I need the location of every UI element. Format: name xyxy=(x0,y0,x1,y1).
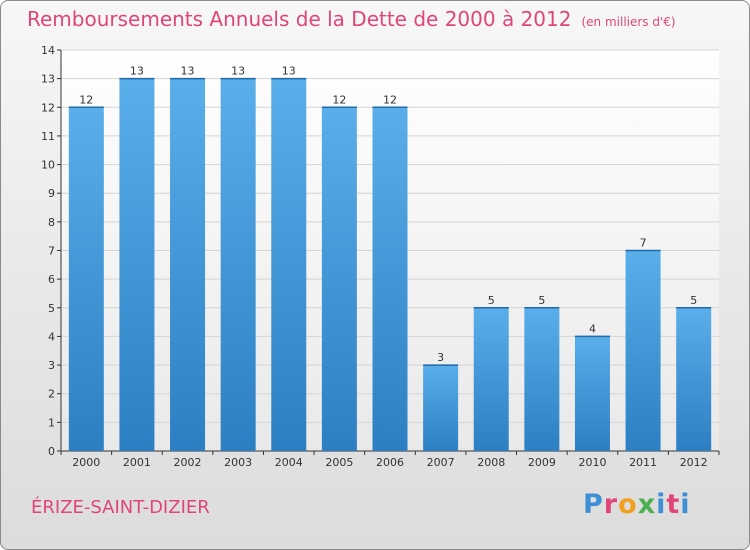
bar xyxy=(271,78,307,452)
bar xyxy=(574,336,610,451)
x-tick-label: 2010 xyxy=(578,456,606,469)
y-tick-label: 1 xyxy=(48,416,55,429)
y-tick-label: 4 xyxy=(48,330,55,343)
x-tick-label: 2005 xyxy=(325,456,353,469)
x-tick-label: 2006 xyxy=(376,456,404,469)
y-tick-label: 5 xyxy=(48,302,55,315)
bar xyxy=(473,307,509,451)
logo-letter: t xyxy=(666,489,681,520)
x-tick-label: 2012 xyxy=(680,456,708,469)
chart-title-block: Remboursements Annuels de la Dette de 20… xyxy=(27,7,676,31)
chart-unit: (en milliers d'€) xyxy=(581,15,676,29)
x-tick-label: 2008 xyxy=(477,456,505,469)
data-label: 7 xyxy=(640,237,647,250)
bar xyxy=(423,365,459,451)
bar xyxy=(68,107,104,452)
data-label: 12 xyxy=(332,93,346,106)
proxiti-logo: Proxiti xyxy=(583,489,691,520)
bar xyxy=(170,78,206,452)
bar xyxy=(372,107,408,452)
bar xyxy=(676,307,712,451)
data-label: 5 xyxy=(538,294,545,307)
data-label: 5 xyxy=(488,294,495,307)
data-label: 4 xyxy=(589,322,596,335)
y-tick-label: 13 xyxy=(41,73,55,86)
y-tick-label: 14 xyxy=(41,44,55,57)
y-tick-label: 10 xyxy=(41,159,55,172)
y-tick-label: 3 xyxy=(48,359,55,372)
data-label: 5 xyxy=(690,294,697,307)
city-name: ÉRIZE-SAINT-DIZIER xyxy=(31,497,210,518)
y-tick-label: 11 xyxy=(41,130,55,143)
data-label: 12 xyxy=(383,93,397,106)
y-tick-label: 6 xyxy=(48,273,55,286)
y-tick-label: 0 xyxy=(48,445,55,458)
bar xyxy=(625,250,661,451)
bar xyxy=(119,78,155,452)
bar xyxy=(321,107,357,452)
logo-letter: i xyxy=(680,489,691,520)
logo-letter: o xyxy=(618,489,638,520)
y-tick-label: 8 xyxy=(48,216,55,229)
data-label: 13 xyxy=(181,65,195,78)
x-tick-label: 2007 xyxy=(427,456,455,469)
data-label: 13 xyxy=(130,65,144,78)
y-tick-label: 7 xyxy=(48,245,55,258)
logo-letter: r xyxy=(603,489,619,520)
logo-letter: P xyxy=(583,489,604,520)
logo-letter: i xyxy=(656,489,667,520)
logo-letter: x xyxy=(637,489,657,520)
x-tick-label: 2004 xyxy=(275,456,303,469)
x-tick-label: 2000 xyxy=(72,456,100,469)
x-tick-label: 2001 xyxy=(123,456,151,469)
bar xyxy=(220,78,256,452)
y-tick-label: 2 xyxy=(48,388,55,401)
data-label: 3 xyxy=(437,351,444,364)
bar xyxy=(524,307,560,451)
y-tick-label: 12 xyxy=(41,101,55,114)
data-label: 12 xyxy=(79,93,93,106)
data-label: 13 xyxy=(282,65,296,78)
data-label: 13 xyxy=(231,65,245,78)
x-tick-label: 2002 xyxy=(174,456,202,469)
y-tick-label: 9 xyxy=(48,187,55,200)
x-tick-label: 2009 xyxy=(528,456,556,469)
chart-title: Remboursements Annuels de la Dette de 20… xyxy=(27,7,572,31)
x-tick-label: 2011 xyxy=(629,456,657,469)
x-tick-label: 2003 xyxy=(224,456,252,469)
